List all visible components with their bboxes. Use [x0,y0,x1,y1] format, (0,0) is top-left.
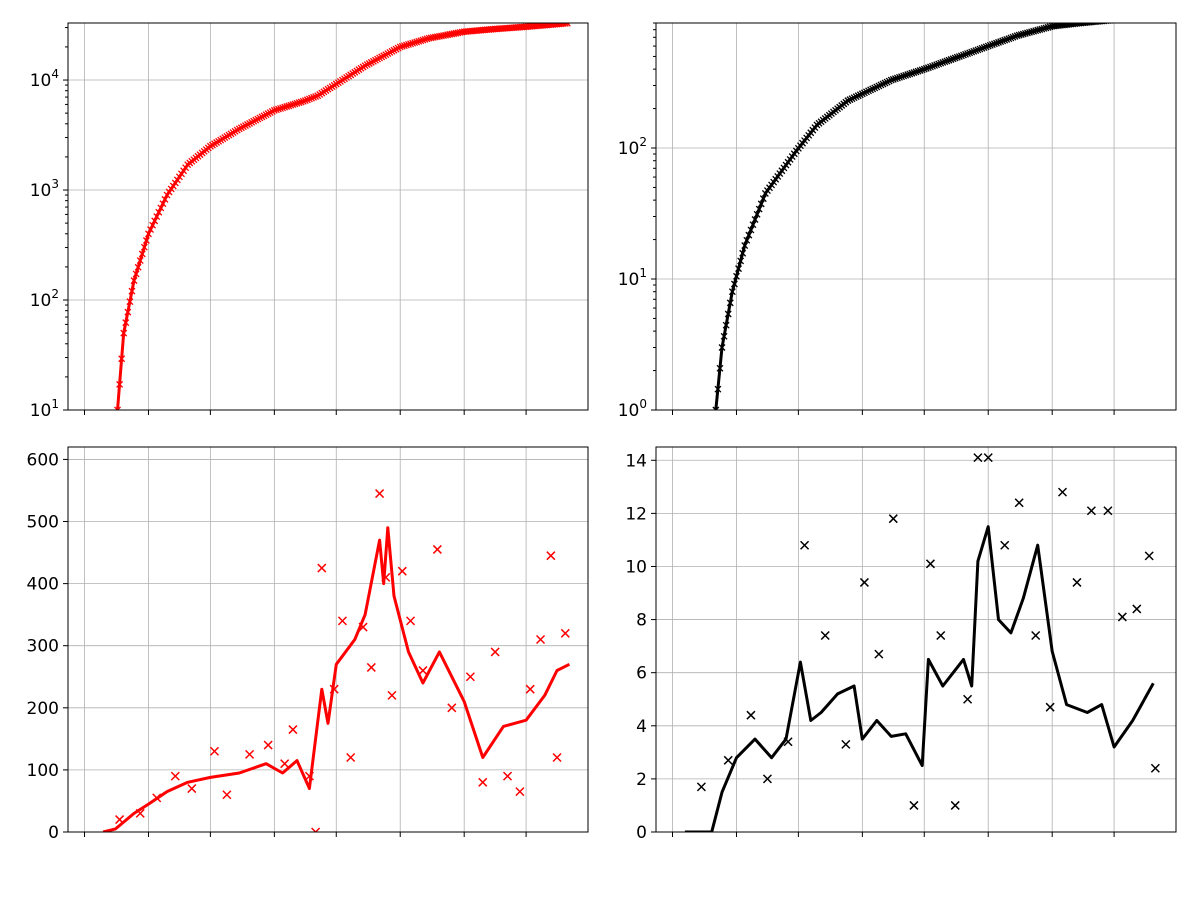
y-tick-label: 104 [30,67,59,91]
data-point-marker [951,801,959,809]
data-point-marker [116,816,124,824]
y-tick-label: 100 [27,761,59,781]
data-point-marker [910,801,918,809]
data-point-marker [1015,499,1023,507]
data-point-marker [889,515,897,523]
data-point-marker [398,567,406,575]
plot-area [713,17,1115,413]
y-tick-label: 8 [636,611,647,631]
data-point-marker [697,783,705,791]
y-tick-label: 400 [27,575,59,595]
top-right-cumulative-deaths-log-panel: 100 101 102 [618,17,1176,421]
plot-area [115,20,571,413]
data-point-marker [466,673,474,681]
data-point-marker [801,541,809,549]
data-point-marker [561,629,569,637]
axes-frame [68,23,588,410]
data-point-marker [547,552,555,560]
y-tick-label: 10 [625,557,647,577]
y-tick-label: 600 [27,450,59,470]
y-tick-label: 6 [636,664,647,684]
data-point-marker [821,632,829,640]
data-point-marker [724,756,732,764]
bottom-right-daily-deaths-panel: 0 2 4 6 8 10 12 14 [625,447,1176,843]
data-point-marker [338,617,346,625]
data-point-marker [188,785,196,793]
y-tick-label: 200 [27,699,59,719]
data-point-marker [875,650,883,658]
y-tick-label: 101 [618,266,647,290]
y-tick-label: 14 [625,451,647,471]
data-point-marker [246,750,254,758]
data-point-marker [1046,703,1054,711]
y-tick-label: 0 [48,823,59,843]
data-point-marker [860,578,868,586]
y-tick-label: 101 [30,397,59,421]
plot-area [685,454,1159,832]
axes-frame [656,447,1176,832]
data-point-marker [433,545,441,553]
data-point-marker [479,778,487,786]
data-point-marker [1107,17,1113,23]
data-point-marker [526,685,534,693]
data-point-marker [264,741,272,749]
y-tick-label: 500 [27,513,59,533]
data-point-marker [516,788,524,796]
data-point-marker [171,772,179,780]
y-tick-label: 300 [27,637,59,657]
data-point-marker [1059,488,1067,496]
y-tick-label: 100 [618,397,647,421]
data-point-marker [318,564,326,572]
data-point-marker [223,791,231,799]
data-point-marker [1133,605,1141,613]
y-tick-label: 102 [30,287,59,311]
data-point-marker [1151,764,1159,772]
top-left-cumulative-cases-log-panel: 101 102 103 104 [30,20,588,421]
data-point-marker [1109,17,1115,23]
data-point-marker [1032,632,1040,640]
data-point-marker [842,740,850,748]
axes-frame [656,23,1176,410]
data-point-marker [211,747,219,755]
bottom-left-daily-cases-panel: 0 100 200 300 400 500 600 [27,447,588,843]
y-tick-label: 4 [636,717,647,737]
data-point-marker [553,753,561,761]
data-point-marker [376,490,384,498]
data-point-marker [964,695,972,703]
data-point-marker [937,632,945,640]
y-tick-label: 12 [625,504,647,524]
data-point-marker [388,691,396,699]
data-point-marker [289,726,297,734]
data-point-marker [1001,541,1009,549]
data-point-marker [747,711,755,719]
y-tick-label: 103 [30,177,59,201]
y-tick-label: 0 [636,823,647,843]
data-point-marker [281,760,289,768]
data-point-marker [1073,578,1081,586]
data-point-marker [1145,552,1153,560]
data-point-marker [419,667,427,675]
data-point-marker [407,617,415,625]
data-point-marker [347,753,355,761]
series-line [685,527,1153,832]
data-point-marker [537,636,545,644]
y-tick-label: 2 [636,770,647,790]
data-point-marker [367,663,375,671]
data-point-marker [491,648,499,656]
series-line [716,20,1114,410]
y-tick-label: 102 [618,135,647,159]
data-point-marker [504,772,512,780]
